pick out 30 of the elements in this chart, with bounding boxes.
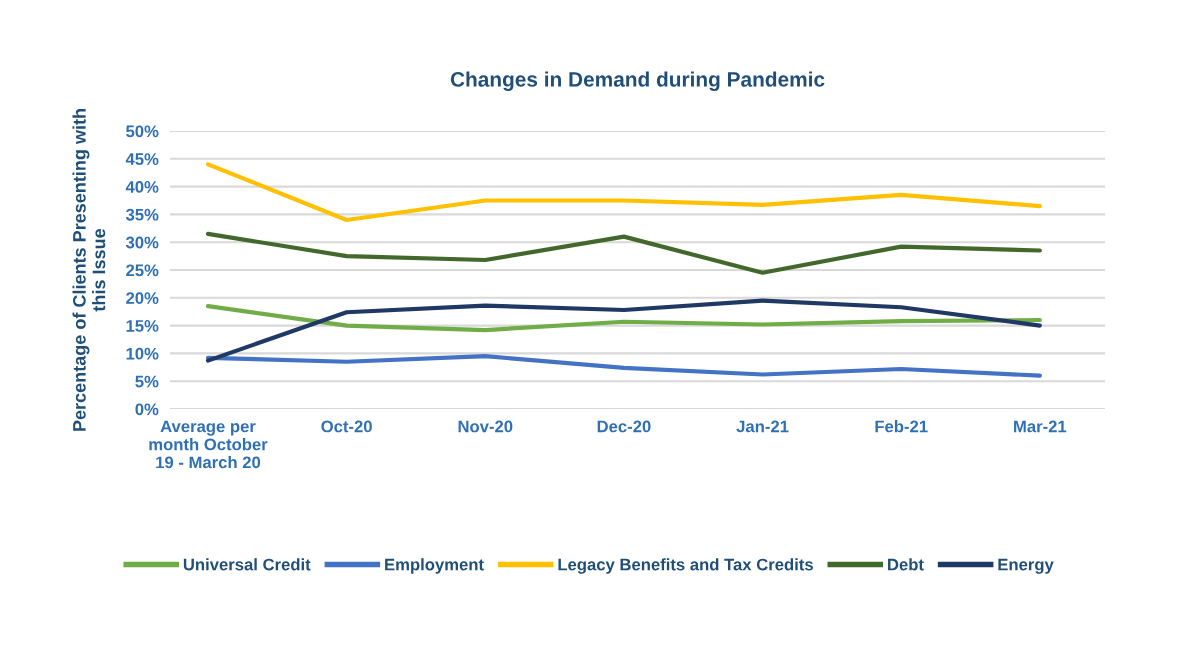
- x-tick-label: Feb-21: [875, 420, 928, 433]
- y-tick-label: 10%: [126, 347, 159, 360]
- line-series: [205, 298, 1042, 363]
- legend-label: Employment: [385, 558, 484, 574]
- legend-label: Energy: [998, 558, 1054, 574]
- legend-label: Legacy Benefits and Tax Credits: [558, 558, 813, 574]
- y-tick-label: 20%: [126, 292, 159, 304]
- x-tick-label: Oct-20: [321, 420, 372, 433]
- x-tick-label: Dec-20: [597, 420, 651, 433]
- line-series: [205, 162, 1042, 223]
- y-tick-label: 35%: [125, 208, 159, 221]
- y-tick-label: 40%: [125, 181, 159, 193]
- y-tick-label: 50%: [126, 125, 159, 138]
- x-tick-label: Average per month October 19 - March 20: [149, 420, 268, 469]
- y-tick-label: 5%: [135, 375, 159, 388]
- x-tick-label: Mar-21: [1014, 420, 1067, 433]
- legend-label: Universal Credit: [183, 558, 311, 571]
- legend-label: Debt: [888, 558, 924, 571]
- y-axis-title: Percentage of Clients Presenting with this Issue: [72, 109, 106, 431]
- line-series: [205, 304, 1042, 333]
- line-series: [205, 231, 1042, 275]
- x-tick-label: Jan-21: [736, 420, 789, 433]
- x-tick-label: Nov-20: [458, 420, 513, 433]
- y-tick-label: 30%: [125, 236, 159, 249]
- line-series: [205, 354, 1042, 378]
- chart-title: Changes in Demand during Pandemic: [450, 71, 825, 91]
- y-tick-label: 45%: [125, 153, 159, 165]
- y-tick-label: 0%: [135, 403, 159, 416]
- y-tick-label: 15%: [126, 320, 159, 332]
- y-tick-label: 25%: [126, 264, 159, 277]
